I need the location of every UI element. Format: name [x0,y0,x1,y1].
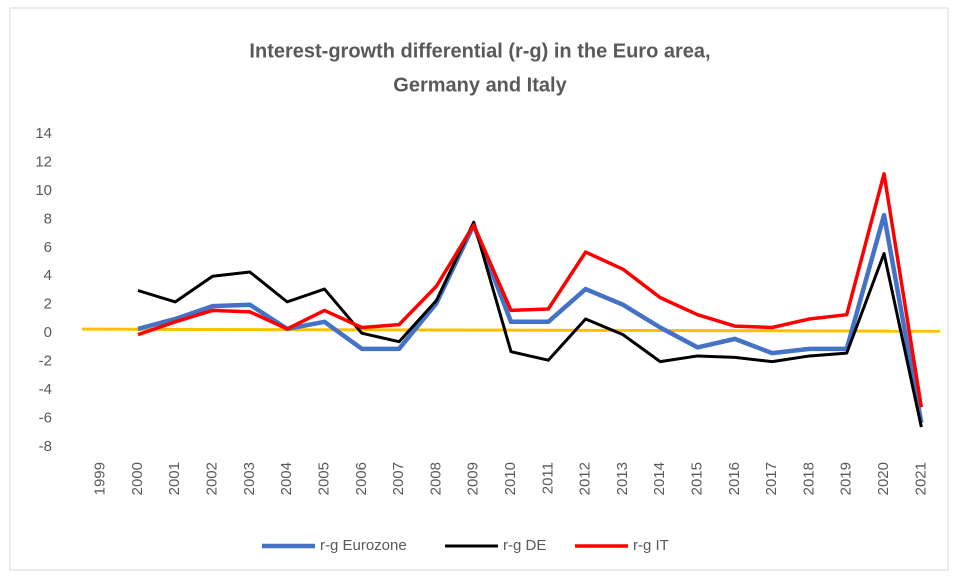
y-tick-label: -4 [39,381,52,398]
x-tick-label: 2012 [577,462,594,495]
x-tick-label: 2017 [763,462,780,495]
x-tick-label: 2009 [465,462,482,495]
y-tick-label: -6 [39,410,52,427]
x-tick-label: 2005 [315,462,332,495]
x-tick-label: 2021 [912,462,929,495]
x-tick-label: 2014 [651,462,668,495]
x-tick-label: 2001 [166,462,183,495]
y-tick-label: 10 [35,182,52,199]
x-tick-label: 2018 [800,462,817,495]
series-line [137,172,924,408]
x-tick-label: 2006 [353,462,370,495]
x-tick-label: 2000 [129,462,146,495]
x-tick-label: 1999 [92,462,109,495]
x-tick-label: 2010 [502,462,519,495]
x-tick-label: 2016 [726,462,743,495]
y-tick-label: 14 [35,125,52,142]
y-tick-label: 8 [44,210,52,227]
x-tick-label: 2015 [688,462,705,495]
chart-frame [9,7,949,571]
x-tick-label: 2007 [390,462,407,495]
x-tick-label: 2003 [241,462,258,495]
chart-title: Interest-growth differential (r-g) in th… [249,40,710,62]
x-tick-label: 2013 [614,462,631,495]
y-tick-label: 6 [44,239,52,256]
legend-label: r-g DE [503,537,546,554]
series-line [137,212,924,424]
y-tick-label: -8 [39,438,52,455]
x-tick-label: 2008 [427,462,444,495]
y-tick-label: 4 [44,267,52,284]
x-tick-label: 2004 [278,462,295,495]
x-tick-label: 2019 [838,462,855,495]
y-tick-label: 12 [35,153,52,170]
x-tick-label: 2011 [539,462,556,494]
y-tick-label: 2 [44,296,52,313]
reference-line [81,327,941,333]
y-tick-label: -2 [39,353,52,370]
x-tick-label: 2020 [875,462,892,495]
legend-label: r-g IT [633,537,669,554]
chart-title: Germany and Italy [393,74,567,96]
x-tick-label: 2002 [204,462,221,495]
y-tick-label: 0 [44,324,52,341]
series-line [137,220,923,428]
legend-label: r-g Eurozone [320,537,407,554]
